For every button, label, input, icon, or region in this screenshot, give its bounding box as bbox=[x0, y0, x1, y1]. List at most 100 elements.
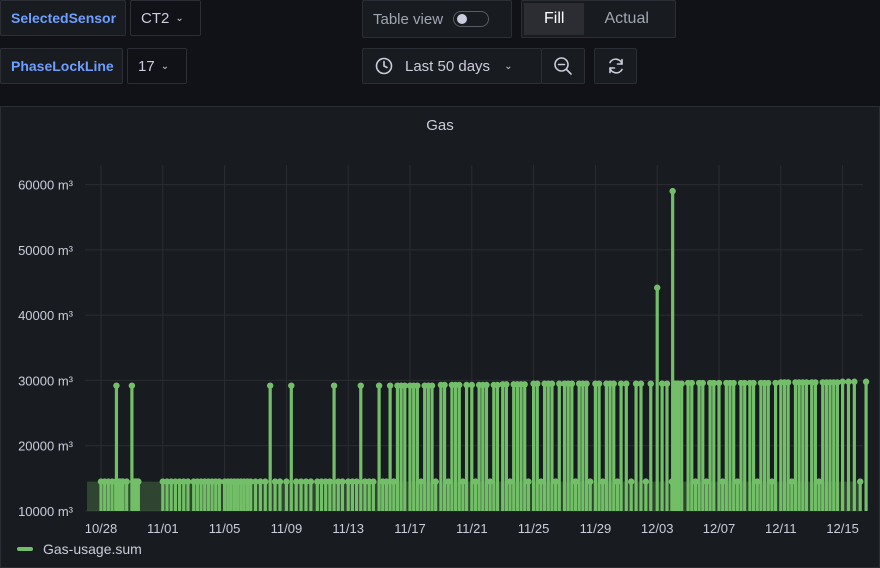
data-point bbox=[302, 478, 310, 485]
data-point bbox=[135, 478, 142, 485]
x-tick-label: 10/28 bbox=[85, 521, 118, 536]
data-point bbox=[375, 382, 383, 389]
x-tick-label: 11/09 bbox=[271, 521, 303, 536]
data-point bbox=[772, 379, 779, 387]
data-point bbox=[390, 478, 397, 485]
data-point bbox=[534, 380, 541, 387]
data-point bbox=[307, 478, 315, 485]
chevron-down-icon: ⌄ bbox=[160, 60, 170, 72]
variable-label-phase-lock-line: PhaseLockLine bbox=[0, 48, 123, 84]
y-tick-label: 50000 m³ bbox=[18, 243, 74, 258]
gas-chart[interactable]: 10000 m³ 20000 m³ 30000 m³ 40000 m³ 50000 m³… bbox=[1, 107, 879, 567]
data-point bbox=[184, 478, 192, 485]
toggle-switch[interactable] bbox=[453, 11, 490, 27]
data-point bbox=[456, 381, 463, 389]
data-point bbox=[414, 382, 421, 389]
data-point bbox=[654, 284, 661, 291]
data-point bbox=[383, 478, 390, 485]
variable-label-text: PhaseLockLine bbox=[11, 58, 114, 74]
data-point bbox=[271, 478, 279, 485]
refresh-button[interactable] bbox=[594, 48, 637, 84]
phase-lock-line-dropdown[interactable]: 17 ⌄ bbox=[127, 48, 187, 84]
data-point bbox=[339, 478, 346, 485]
x-tick-label: 12/15 bbox=[826, 521, 859, 536]
data-point bbox=[288, 382, 295, 389]
data-point bbox=[583, 380, 590, 387]
clock-icon bbox=[375, 57, 393, 75]
chevron-down-icon: ⌄ bbox=[504, 60, 513, 72]
data-point bbox=[669, 187, 676, 195]
dropdown-value: 17 bbox=[138, 57, 155, 75]
data-point bbox=[428, 382, 436, 389]
data-point bbox=[283, 478, 290, 485]
data-point bbox=[632, 380, 640, 387]
data-point bbox=[128, 382, 136, 389]
data-point bbox=[486, 478, 494, 485]
data-point bbox=[353, 478, 360, 485]
data-point bbox=[459, 478, 467, 485]
data-point bbox=[326, 478, 334, 485]
data-point bbox=[113, 382, 120, 389]
data-point bbox=[617, 380, 625, 387]
data-point bbox=[262, 478, 269, 485]
data-point bbox=[276, 478, 284, 485]
data-point bbox=[586, 478, 594, 485]
data-point bbox=[815, 478, 823, 485]
data-point bbox=[741, 379, 748, 387]
data-point bbox=[119, 478, 126, 485]
data-point bbox=[568, 380, 576, 387]
fill-actual-switch: Fill Actual bbox=[521, 0, 676, 38]
data-point bbox=[675, 380, 682, 387]
time-range-label: Last 50 days bbox=[405, 57, 491, 75]
data-point bbox=[468, 381, 475, 389]
gas-panel: Gas 10000 m³ 20000 m³ 30000 m³ 40000 m³ 5000… bbox=[0, 106, 880, 568]
data-point bbox=[472, 478, 479, 485]
refresh-icon bbox=[608, 58, 623, 74]
data-point bbox=[506, 478, 514, 485]
zoom-out-button[interactable] bbox=[541, 48, 585, 84]
table-view-toggle[interactable]: Table view bbox=[362, 0, 512, 38]
data-point bbox=[417, 478, 425, 485]
data-point bbox=[556, 380, 563, 387]
time-range-picker[interactable]: Last 50 days ⌄ bbox=[362, 48, 542, 84]
data-point bbox=[784, 379, 792, 386]
data-point bbox=[699, 379, 706, 387]
data-point bbox=[257, 478, 264, 485]
data-point bbox=[851, 378, 858, 385]
x-tick-label: 12/11 bbox=[765, 521, 797, 536]
data-point bbox=[788, 478, 796, 485]
data-point bbox=[862, 378, 870, 385]
data-point bbox=[857, 478, 864, 485]
y-tick-label: 40000 m³ bbox=[18, 308, 74, 323]
data-point bbox=[441, 381, 448, 389]
data-point bbox=[432, 478, 439, 485]
data-point bbox=[715, 379, 723, 387]
data-point bbox=[754, 478, 761, 485]
data-point bbox=[623, 380, 630, 387]
data-point bbox=[521, 381, 528, 388]
table-view-label: Table view bbox=[373, 10, 444, 28]
actual-button[interactable]: Actual bbox=[604, 10, 649, 27]
data-point bbox=[663, 380, 671, 387]
data-point bbox=[627, 478, 635, 485]
data-point bbox=[386, 382, 394, 389]
data-point bbox=[494, 381, 501, 389]
data-point bbox=[845, 378, 852, 385]
data-point bbox=[266, 382, 274, 389]
data-point bbox=[703, 478, 710, 485]
legend[interactable]: Gas-usage.sum bbox=[17, 541, 142, 557]
data-point bbox=[330, 382, 338, 389]
data-point bbox=[839, 378, 846, 385]
x-tick-label: 11/13 bbox=[332, 521, 364, 536]
y-tick-label: 10000 m³ bbox=[18, 504, 74, 519]
data-point bbox=[614, 478, 621, 485]
data-point bbox=[599, 478, 606, 485]
data-point bbox=[610, 380, 617, 387]
x-tick-label: 12/03 bbox=[641, 521, 674, 536]
data-point bbox=[595, 380, 603, 387]
baseline-area bbox=[87, 481, 861, 511]
selected-sensor-dropdown[interactable]: CT2 ⌄ bbox=[130, 0, 201, 36]
variable-label-selected-sensor: SelectedSensor bbox=[0, 0, 126, 36]
fill-button[interactable]: Fill bbox=[524, 3, 585, 35]
data-point bbox=[548, 380, 556, 387]
